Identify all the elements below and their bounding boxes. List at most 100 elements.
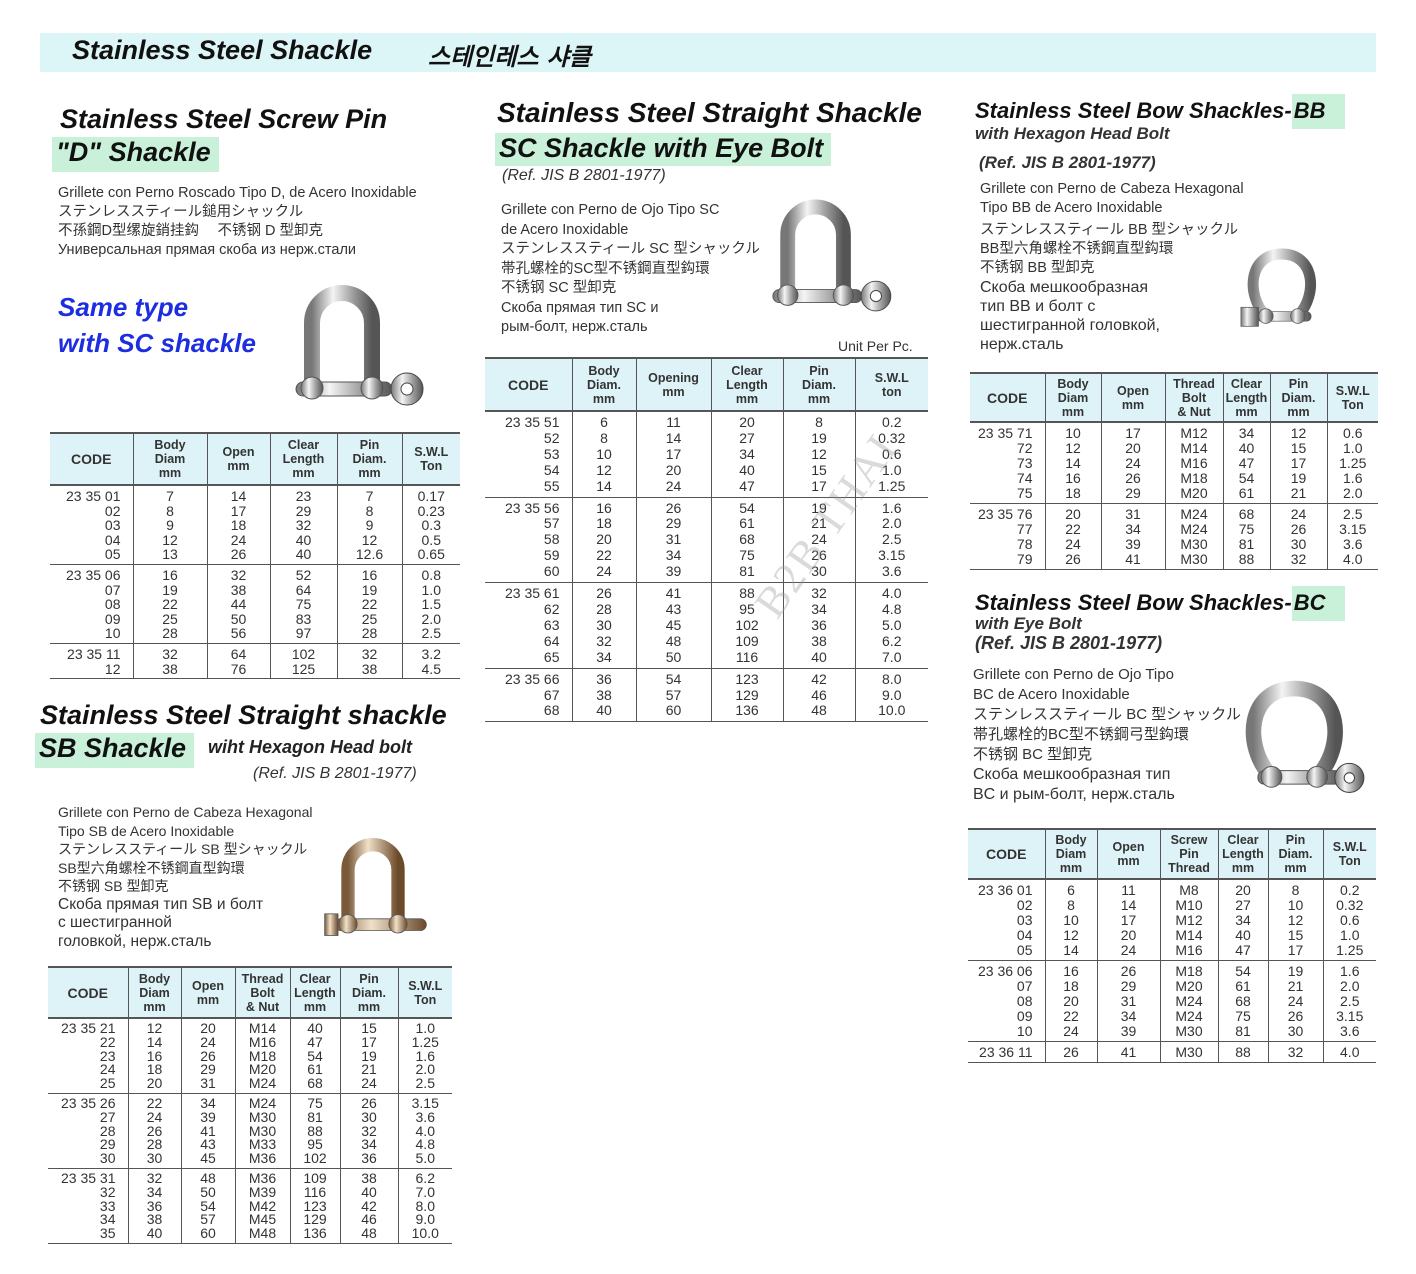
- value-cell: 10.0: [854, 702, 928, 723]
- table-row: 23 35 71 10 17 M12 34 12 0.6: [970, 422, 1378, 441]
- value-cell: 20: [710, 411, 783, 431]
- value-cell: 7.0: [854, 649, 928, 669]
- column-header: Body Diam mm: [1044, 828, 1097, 880]
- value-cell: 38: [571, 687, 636, 704]
- value-cell: 25: [336, 612, 402, 627]
- value-cell: 19: [339, 1049, 398, 1064]
- value-cell: 4.8: [397, 1137, 452, 1153]
- table-row: 04 12 24 40 12 0.5: [50, 533, 460, 548]
- bc-description: Grillete con Perno de Ojo Tipo BC de Acer…: [973, 665, 1241, 805]
- value-cell: M24: [1164, 503, 1223, 522]
- value-cell: 1.25: [1322, 943, 1376, 961]
- column-header: Clear Length mm: [1217, 828, 1268, 880]
- value-cell: 0.17: [401, 485, 460, 504]
- code-cell: 54: [543, 461, 560, 478]
- header-row: CODE Body Diam mm Open mm Clear Length mm Pi…: [50, 432, 460, 486]
- sb-shackle-image: [323, 828, 448, 953]
- code-cell: 34: [99, 1211, 116, 1228]
- value-cell: 21: [782, 516, 855, 533]
- value-cell: 23: [269, 485, 337, 504]
- code-cell: 07: [104, 581, 121, 598]
- bb-shackle-image: [1238, 228, 1333, 353]
- value-cell: 32: [336, 643, 402, 662]
- value-cell: 75: [1222, 522, 1270, 537]
- desc-line: Скоба прямая тип SB и болт: [58, 895, 264, 913]
- value-cell: 26: [1267, 1009, 1323, 1024]
- table-row: 72 12 20 M14 40 15 1.0: [970, 441, 1378, 456]
- value-cell: M10: [1159, 898, 1218, 913]
- code-cell: 22: [99, 1033, 116, 1050]
- column-header: Clear Length mm: [269, 432, 337, 486]
- table-row: 63 30 45 102 36 5.0: [485, 617, 928, 634]
- table-row: 64 32 48 109 38 6.2: [485, 633, 928, 650]
- sb-subtitle: SB Shackle: [35, 733, 195, 768]
- value-cell: 34: [710, 446, 783, 463]
- value-cell: 2.5: [1326, 503, 1378, 522]
- value-cell: 40: [710, 462, 783, 479]
- code-cell: 23 35 06: [66, 566, 121, 583]
- value-cell: 43: [635, 601, 711, 618]
- column-header: Open mm: [1100, 372, 1165, 423]
- value-cell: 22: [132, 597, 207, 612]
- value-cell: 8: [782, 411, 855, 431]
- table-row: 23 36 06 16 26 M18 54 19 1.6: [968, 960, 1376, 979]
- value-cell: 1.0: [854, 462, 928, 479]
- value-cell: 15: [1269, 441, 1327, 456]
- value-cell: 21: [339, 1062, 398, 1078]
- code-cell: 05: [968, 943, 1045, 961]
- value-cell: M33: [234, 1137, 290, 1153]
- value-cell: 5.0: [397, 1151, 452, 1169]
- value-cell: 42: [782, 668, 855, 688]
- value-cell: 12: [127, 1018, 181, 1036]
- table-row: 53 10 17 34 12 0.6: [485, 446, 928, 463]
- value-cell: 102: [710, 617, 783, 634]
- value-cell: 14: [571, 478, 636, 498]
- value-cell: 34: [180, 1093, 235, 1111]
- value-cell: 32: [206, 564, 270, 583]
- value-cell: 97: [269, 626, 337, 644]
- code-cell: 07: [1016, 978, 1033, 994]
- value-cell: 8: [571, 430, 636, 447]
- value-cell: 30: [1267, 1024, 1323, 1042]
- value-cell: 76: [206, 661, 270, 680]
- value-cell: 3.6: [1322, 1024, 1376, 1042]
- value-cell: 48: [180, 1168, 235, 1186]
- value-cell: 68: [1217, 994, 1268, 1009]
- table-row: 23 35 51 6 11 20 8 0.2: [485, 411, 928, 431]
- value-cell: 29: [1100, 486, 1165, 504]
- value-cell: 1.0: [1322, 928, 1376, 943]
- value-cell: 11: [635, 411, 711, 431]
- value-cell: 40: [269, 547, 337, 565]
- value-cell: 12: [336, 533, 402, 548]
- value-cell: 26: [127, 1124, 181, 1139]
- code-cell: 23 36 06: [978, 963, 1033, 979]
- value-cell: 19: [782, 430, 855, 447]
- value-cell: 8: [336, 503, 402, 519]
- value-cell: 38: [782, 633, 855, 650]
- value-cell: 3.6: [854, 563, 928, 584]
- code-cell: 23 35 71: [978, 425, 1033, 441]
- value-cell: 32: [339, 1124, 398, 1139]
- value-cell: 3.15: [1326, 522, 1378, 537]
- value-cell: M30: [1164, 552, 1223, 570]
- desc-line: Скоба мешкообразная тип: [973, 766, 1171, 783]
- column-header: Clear Length mm: [289, 966, 340, 1019]
- value-cell: 4.0: [397, 1124, 452, 1139]
- value-cell: M45: [234, 1212, 290, 1228]
- table-row: 10 24 39 M30 81 30 3.6: [968, 1024, 1376, 1042]
- value-cell: 42: [339, 1199, 398, 1214]
- value-cell: 52: [269, 564, 337, 583]
- code-cell: 60: [485, 563, 572, 584]
- value-cell: 30: [782, 563, 855, 584]
- value-cell: 45: [180, 1151, 235, 1169]
- table-row: 04 12 20 M14 40 15 1.0: [968, 928, 1376, 943]
- value-cell: 22: [127, 1093, 181, 1111]
- code-cell: 29: [99, 1136, 116, 1153]
- code-cell: 04: [1016, 927, 1033, 943]
- value-cell: 1.6: [854, 497, 928, 517]
- bc-reference: (Ref. JIS B 2801-1977): [975, 633, 1163, 653]
- value-cell: 54: [1222, 471, 1270, 486]
- value-cell: 34: [1217, 913, 1268, 928]
- value-cell: 10: [571, 446, 636, 463]
- value-cell: 21: [1267, 979, 1323, 994]
